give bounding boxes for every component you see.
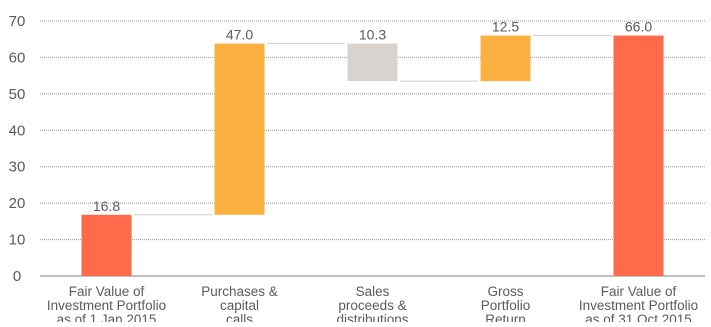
x-category-label-line: Sales bbox=[356, 284, 390, 299]
bar-value-label: 12.5 bbox=[492, 19, 519, 35]
x-category-label-line: Return bbox=[485, 312, 526, 322]
y-tick-label: 0 bbox=[13, 268, 21, 285]
x-category-label-line: Investment Portfolio bbox=[47, 298, 166, 313]
connector-lines bbox=[134, 35, 611, 216]
y-tick-label: 20 bbox=[9, 195, 26, 212]
x-category-label-line: Gross bbox=[487, 284, 523, 299]
y-tick-label: 60 bbox=[9, 49, 26, 66]
bar-increase bbox=[480, 35, 531, 82]
data-labels: 16.8 47.0 10.3 12.5 66.0 bbox=[93, 19, 652, 214]
x-category-label-line: as of 1 Jan 2015 bbox=[57, 312, 157, 322]
x-axis-categories: Fair Value of Investment Portfolio as of 1… bbox=[47, 284, 698, 327]
x-category-label-line: Investment Portfolio bbox=[579, 298, 698, 313]
x-category-label-line: as of 31 Oct 2015 bbox=[585, 312, 692, 322]
x-category-label: Purchases & capital calls bbox=[201, 284, 278, 322]
bar-increase bbox=[214, 43, 265, 215]
x-category-label: Sales proceeds & distributions bbox=[336, 284, 408, 322]
y-tick-label: 50 bbox=[9, 86, 26, 103]
x-category-label-line: Portfolio bbox=[481, 298, 531, 313]
y-tick-label: 70 bbox=[9, 13, 26, 30]
x-category-label-line: distributions bbox=[336, 312, 408, 322]
y-tick-label: 40 bbox=[9, 122, 26, 139]
bar-value-label: 16.8 bbox=[93, 198, 120, 214]
x-category-label-line: capital bbox=[220, 298, 259, 313]
bar-total bbox=[613, 35, 664, 277]
x-category-label: Gross Portfolio Return bbox=[481, 284, 531, 322]
bar-value-label: 66.0 bbox=[625, 19, 652, 35]
x-category-label-line: Purchases & bbox=[201, 284, 278, 299]
x-category-label-line: calls bbox=[226, 312, 253, 322]
y-tick-label: 10 bbox=[9, 232, 26, 249]
x-category-label-line: Fair Value of bbox=[601, 284, 677, 299]
bar-value-label: 10.3 bbox=[359, 27, 386, 43]
bar-decrease bbox=[347, 43, 398, 82]
bar-value-label: 47.0 bbox=[226, 27, 253, 43]
bar-total bbox=[81, 214, 132, 276]
y-axis-ticks: 0 10 20 30 40 50 60 70 bbox=[9, 13, 26, 285]
x-category-label: Fair Value of Investment Portfolio as of 1… bbox=[47, 284, 166, 322]
x-category-label-line: proceeds & bbox=[338, 298, 406, 313]
x-category-label-line: Fair Value of bbox=[69, 284, 145, 299]
grid-lines bbox=[40, 20, 705, 277]
y-tick-label: 30 bbox=[9, 159, 26, 176]
x-category-label: Fair Value of Investment Portfolio as of 3… bbox=[579, 284, 698, 322]
bars bbox=[81, 35, 664, 277]
